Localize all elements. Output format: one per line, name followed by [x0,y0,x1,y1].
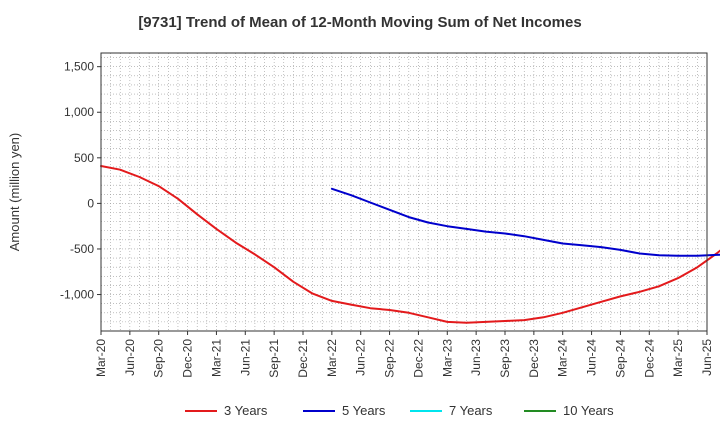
y-tick-label: -1,000 [60,288,94,302]
x-tick-label: Dec-20 [181,339,195,378]
legend-label: 10 Years [563,403,614,418]
x-tick-label: Dec-24 [642,339,656,378]
x-tick-label: Dec-21 [296,339,310,378]
x-tick-label: Sep-24 [613,339,627,378]
series-lines [100,165,720,324]
x-axis: Mar-20 Jun-20 Sep-20 Dec-20 Mar-21 Jun-21 Sep-… [94,331,714,378]
x-tick-label: Jun-20 [123,339,137,376]
y-tick-label: -500 [70,242,94,256]
x-tick-label: Mar-24 [556,339,570,377]
x-tick-label: Sep-23 [498,339,512,378]
x-tick-label: Mar-23 [440,339,454,377]
legend-label: 3 Years [224,403,268,418]
plot-frame [100,52,708,332]
legend: 3 Years 5 Years 7 Years 10 Years [185,403,614,418]
x-tick-label: Dec-23 [527,339,541,378]
x-tick-label: Mar-25 [671,339,685,377]
x-tick-label: Jun-22 [354,339,368,376]
x-tick-label: Sep-21 [267,339,281,378]
x-tick-label: Sep-20 [152,339,166,378]
x-tick-label: Jun-24 [585,339,599,376]
y-tick-label: 1,500 [64,60,94,74]
x-tick-label: Jun-23 [469,339,483,376]
x-tick-label: Mar-21 [209,339,223,377]
series-line-3-years [100,165,720,324]
plot-area [101,53,707,331]
y-tick-label: 500 [74,151,94,165]
x-tick-label: Jun-21 [238,339,252,376]
legend-label: 5 Years [342,403,386,418]
x-tick-label: Sep-22 [383,339,397,378]
x-tick-label: Dec-22 [411,339,425,378]
x-tick-label: Jun-25 [700,339,714,376]
y-axis-title: Amount (million yen) [7,133,22,252]
series-line-5-years [330,187,720,257]
grid-lines [101,53,707,332]
y-tick-label: 0 [87,196,94,210]
x-tick-label: Mar-22 [325,339,339,377]
chart-title: [9731] Trend of Mean of 12-Month Moving … [138,14,582,31]
y-tick-label: 1,000 [64,105,94,119]
x-tick-label: Mar-20 [94,339,108,377]
y-axis: 1,500 1,000 500 0 -500 -1,000 [60,60,101,302]
legend-label: 7 Years [449,403,493,418]
